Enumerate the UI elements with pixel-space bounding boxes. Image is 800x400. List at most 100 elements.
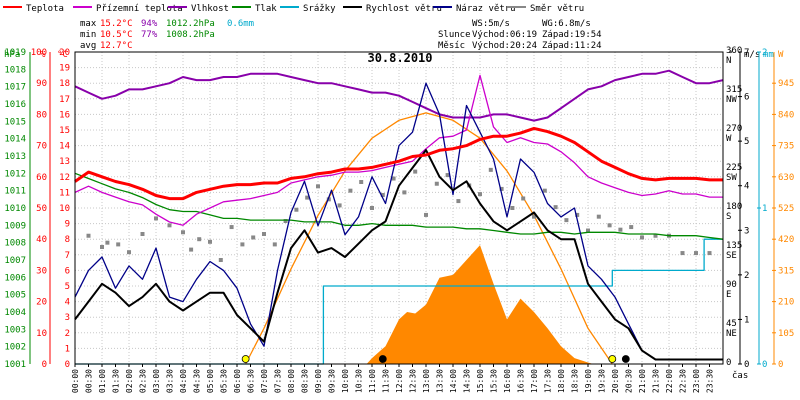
wind-direction-point — [680, 251, 685, 256]
wind-direction-point — [240, 242, 245, 247]
dir-tick-compass: SE — [726, 251, 737, 261]
series-srazky — [75, 238, 723, 365]
pct-tick-label: 70 — [36, 142, 47, 152]
dir-tick-label: 225 — [726, 163, 742, 173]
temp-tick-label: 18 — [59, 79, 70, 89]
stat-max-press: 1012.2hPa — [166, 19, 215, 29]
temp-tick-label: 12 — [59, 173, 70, 183]
x-tick-label: 08:00 — [287, 369, 296, 393]
temp-tick-label: 15 — [59, 126, 70, 136]
temp-tick-label: 14 — [59, 142, 70, 152]
wind-direction-point — [542, 188, 547, 193]
hpa-tick-label: 1014 — [4, 135, 26, 145]
wind-direction-point — [445, 173, 450, 178]
x-tick-label: 09:00 — [314, 369, 323, 393]
hpa-tick-label: 1012 — [4, 169, 26, 179]
moonset-time: Západ:11:24 — [542, 41, 602, 51]
x-tick-label: 04:00 — [179, 369, 188, 393]
hpa-tick-label: 1005 — [4, 291, 26, 301]
w-tick-label: 210 — [778, 298, 794, 308]
x-tick-label: 04:30 — [193, 369, 202, 393]
wind-direction-point — [116, 242, 121, 247]
x-tick-label: 13:30 — [436, 369, 445, 393]
dir-tick-label: 270 — [726, 124, 742, 134]
x-axis-label: čas — [732, 370, 748, 381]
wind-direction-point — [167, 223, 172, 228]
pct-tick-label: 40 — [36, 235, 47, 245]
temp-tick-label: 16 — [59, 110, 70, 120]
stat-max-rain: 0.6mm — [227, 19, 254, 29]
ms-tick-label: 2 — [744, 271, 749, 281]
legend-item-tlak: Tlak — [232, 4, 277, 14]
ms-tick-label: 5 — [744, 137, 749, 147]
wind-direction-point — [305, 195, 310, 200]
series-teplota — [74, 126, 723, 201]
stat-avg-label: avg — [80, 41, 96, 51]
wind-direction-point — [181, 230, 185, 235]
ms-tick-label: 3 — [744, 226, 749, 236]
x-tick-label: 06:30 — [247, 369, 256, 393]
series-teoreticke-zareni — [245, 112, 613, 365]
hpa-tick-label: 1006 — [4, 273, 26, 283]
moonset-marker — [378, 355, 387, 363]
x-tick-label: 00:00 — [71, 369, 80, 393]
wind-direction-point — [251, 235, 256, 240]
hpa-tick-label: 1009 — [4, 221, 26, 231]
wind-direction-point — [326, 197, 331, 202]
axis-unit-dir: ° — [728, 50, 733, 60]
x-tick-label: 21:30 — [652, 369, 661, 393]
series-vlhkost — [74, 69, 724, 122]
axis-unit-pct: % — [40, 50, 46, 60]
wind-direction-point — [105, 240, 110, 245]
x-tick-label: 09:30 — [328, 369, 337, 393]
x-tick-label: 03:00 — [152, 369, 161, 393]
sunrise-marker — [241, 355, 250, 363]
wind-direction-point — [586, 228, 590, 233]
wind-direction-point — [262, 232, 266, 236]
x-tick-label: 01:00 — [98, 369, 107, 393]
wind-direction-point — [413, 169, 418, 174]
x-tick-label: 10:00 — [341, 369, 350, 393]
w-tick-label: 315 — [778, 266, 794, 276]
dir-tick-compass: N — [726, 56, 731, 66]
hpa-tick-label: 1004 — [4, 308, 26, 318]
x-tick-label: 19:00 — [584, 369, 593, 393]
wind-direction-point — [694, 251, 698, 256]
dir-tick-label: 90 — [726, 280, 737, 290]
ms-tick-label: 0 — [744, 360, 749, 370]
series-tlak — [74, 172, 724, 240]
axis-unit-mm: mm — [763, 50, 774, 60]
x-axis: 00:00 00:30 01:00 01:30 02:00 02:30 03:00 03:30… — [71, 364, 715, 393]
x-tick-label: 11:30 — [382, 369, 391, 393]
wind-direction-point — [629, 225, 634, 230]
legend-item-naraz-vetru: Náraz větru — [433, 4, 516, 14]
temp-tick-label: 19 — [59, 64, 70, 74]
ms-tick-label: 1 — [744, 315, 749, 325]
dir-tick-label: 45 — [726, 319, 737, 329]
wind-speed-info: WS:5m/s — [472, 19, 510, 29]
dir-tick-compass: SW — [726, 173, 737, 183]
legend-item-prizemni-teplota: Přízemní teplota — [73, 4, 183, 14]
dir-tick-compass: NW — [726, 95, 737, 105]
x-tick-label: 19:30 — [598, 369, 607, 393]
x-tick-label: 05:00 — [206, 369, 215, 393]
dir-tick-label: 180 — [726, 202, 742, 212]
x-tick-label: 02:00 — [125, 369, 134, 393]
temp-tick-label: 5 — [65, 282, 70, 292]
w-tick-label: 420 — [778, 235, 794, 245]
moonrise-time: Východ:20:24 — [472, 41, 537, 51]
wind-direction-point — [510, 206, 515, 210]
x-tick-label: 14:00 — [449, 369, 458, 393]
legend: Teplota Přízemní teplota Vlhkost Tlak Sr… — [3, 4, 584, 14]
hpa-tick-label: 1018 — [4, 65, 26, 75]
wind-direction-point — [208, 239, 212, 244]
moon-label: Měsíc — [438, 41, 465, 51]
wind-direction-point — [154, 216, 158, 221]
temp-tick-label: 11 — [59, 188, 70, 198]
legend-label: Přízemní teplota — [96, 4, 183, 14]
temp-tick-label: 3 — [65, 313, 70, 323]
wind-direction-point — [456, 199, 461, 204]
series-slunecni-zareni — [366, 245, 594, 364]
x-tick-label: 00:30 — [85, 369, 94, 393]
stat-min-label: min — [80, 30, 96, 40]
